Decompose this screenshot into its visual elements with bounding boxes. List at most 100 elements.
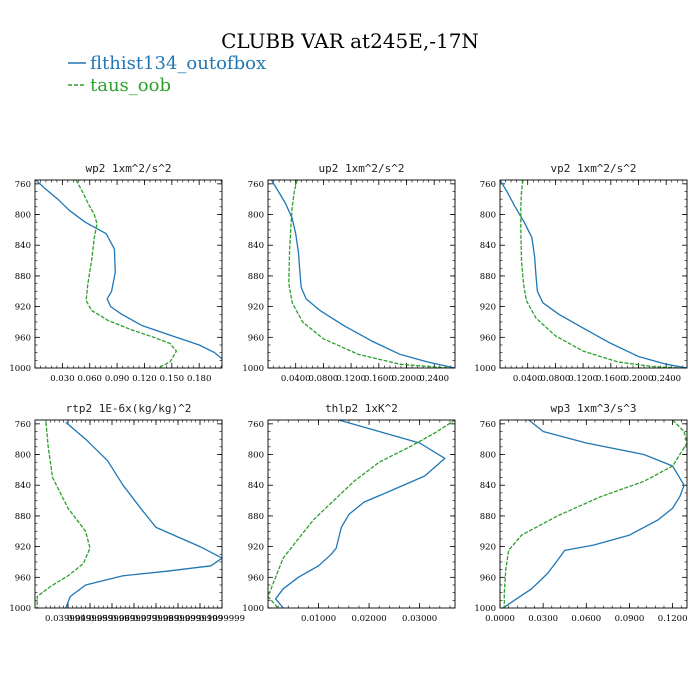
x-tick-label: 0.0400 [513, 374, 543, 384]
series-line-2 [75, 180, 178, 368]
subplot-title: vp2 1xm^2/s^2 [550, 162, 636, 175]
plot-frame [499, 419, 688, 609]
series-line-2 [503, 420, 687, 608]
y-tick-label: 1000 [9, 364, 31, 374]
y-tick-label: 1000 [242, 364, 264, 374]
plot-frame [34, 419, 223, 609]
y-tick-label: 1000 [474, 364, 496, 374]
x-tick-label: 0.2400 [419, 374, 449, 384]
y-tick-label: 760 [15, 180, 31, 190]
y-tick-label: 840 [480, 241, 496, 251]
subplot-title: thlp2 1xK^2 [325, 402, 398, 415]
x-tick-label: 0.2000 [392, 374, 422, 384]
subplot-5: thlp2 1xK^2 0.01000 0.02000 0.03000 760 800 84… [242, 402, 456, 624]
y-tick-label: 960 [480, 573, 496, 583]
plot-frame [499, 179, 688, 369]
x-tick-label: 0.0600 [571, 614, 601, 624]
series-line-1 [274, 420, 446, 608]
legend: flthist134_outofbox taus_oob [68, 53, 266, 96]
x-tick-label: 0.1600 [596, 374, 626, 384]
legend-label-1: flthist134_outofbox [90, 53, 266, 74]
x-tick-label: 0.1600 [364, 374, 394, 384]
series-line-2 [268, 420, 455, 608]
y-tick-label: 960 [15, 333, 31, 343]
y-tick-label: 800 [15, 451, 31, 461]
series-line-1 [502, 420, 685, 608]
subplot-1: wp2 1xm^2/s^2 0.030 0.060 0.090 0.120 0.150 0.… [9, 162, 223, 384]
y-tick-label: 880 [248, 272, 264, 282]
x-tick-label: 0.01000 [301, 614, 336, 624]
y-tick-label: 800 [480, 211, 496, 221]
x-tick-label: 0.0999999 [177, 614, 223, 624]
subplot-title: rtp2 1E-6x(kg/kg)^2 [66, 402, 192, 415]
x-tick-label: 0.0499999 [67, 614, 113, 624]
x-tick-label: 0.0000 [485, 614, 515, 624]
figure-title: CLUBB VAR at245E,-17N [221, 29, 479, 53]
x-tick-label: 0.0699999 [111, 614, 157, 624]
plot-frame [34, 179, 223, 369]
y-tick-label: 920 [248, 303, 264, 313]
y-tick-label: 960 [248, 333, 264, 343]
x-tick-label: 0.2000 [624, 374, 654, 384]
y-tick-label: 800 [15, 211, 31, 221]
subplot-6: wp3 1xm^3/s^3 0.0000 0.0300 0.0600 0.0900 0.1… [474, 402, 687, 624]
y-tick-label: 760 [480, 420, 496, 430]
x-tick-label: 0.0799999 [133, 614, 179, 624]
x-tick-label: 0.030 [50, 374, 74, 384]
series-line-2 [36, 422, 91, 608]
y-tick-label: 920 [480, 303, 496, 313]
y-tick-label: 1000 [474, 604, 496, 614]
series-line-1 [500, 180, 687, 368]
y-tick-label: 960 [248, 573, 264, 583]
x-tick-label: 0.0599999 [89, 614, 135, 624]
y-tick-label: 800 [480, 451, 496, 461]
x-tick-label: 0.1099999 [199, 614, 245, 624]
y-tick-label: 960 [15, 573, 31, 583]
x-tick-label: 0.2400 [651, 374, 681, 384]
y-tick-label: 840 [480, 481, 496, 491]
x-tick-label: 0.0400 [281, 374, 311, 384]
x-tick-label: 0.1200 [336, 374, 366, 384]
y-tick-label: 760 [248, 420, 264, 430]
subplot-2: up2 1xm^2/s^20.04000.08000.12000.16000.2… [242, 162, 456, 384]
series-line-1 [65, 421, 222, 608]
legend-label-2: taus_oob [90, 75, 171, 96]
y-tick-label: 920 [15, 303, 31, 313]
x-tick-label: 0.060 [78, 374, 102, 384]
y-tick-label: 960 [480, 333, 496, 343]
y-tick-label: 800 [248, 211, 264, 221]
x-tick-label: 0.150 [160, 374, 184, 384]
x-tick-label: 0.0800 [309, 374, 339, 384]
x-tick-label: 0.180 [187, 374, 211, 384]
y-tick-label: 880 [248, 512, 264, 522]
y-tick-label: 880 [480, 512, 496, 522]
y-tick-label: 880 [480, 272, 496, 282]
y-tick-label: 800 [248, 451, 264, 461]
subplot-title: wp3 1xm^3/s^3 [550, 402, 636, 415]
x-tick-label: 0.090 [105, 374, 129, 384]
x-tick-label: 0.0900 [615, 614, 645, 624]
y-tick-label: 840 [248, 481, 264, 491]
subplots: wp2 1xm^2/s^20.030 0.060 0.090 0.120 0.150 0.… [9, 162, 687, 624]
series-line-1 [35, 180, 222, 360]
series-line-2 [288, 180, 449, 368]
subplot-3: vp2 1xm^2/s^20.04000.08000.12000.16000.2… [474, 162, 688, 384]
subplot-title: up2 1xm^2/s^2 [318, 162, 404, 175]
y-tick-label: 920 [480, 543, 496, 553]
x-tick-label: 0.120 [132, 374, 156, 384]
y-tick-label: 1000 [242, 604, 264, 614]
series-line-2 [520, 180, 681, 368]
x-tick-label: 0.0899999 [155, 614, 201, 624]
subplot-4: rtp2 1E-6x(kg/kg)^20.03999990.04999990.0… [9, 402, 245, 624]
plot-frame [267, 179, 456, 369]
x-tick-label: 0.03000 [402, 614, 437, 624]
plot-frame [267, 419, 456, 609]
y-tick-label: 840 [15, 241, 31, 251]
y-tick-label: 880 [15, 272, 31, 282]
y-tick-label: 840 [15, 481, 31, 491]
y-tick-label: 880 [15, 512, 31, 522]
y-tick-label: 760 [480, 180, 496, 190]
x-tick-label: 0.0800 [541, 374, 571, 384]
x-tick-label: 0.02000 [352, 614, 387, 624]
